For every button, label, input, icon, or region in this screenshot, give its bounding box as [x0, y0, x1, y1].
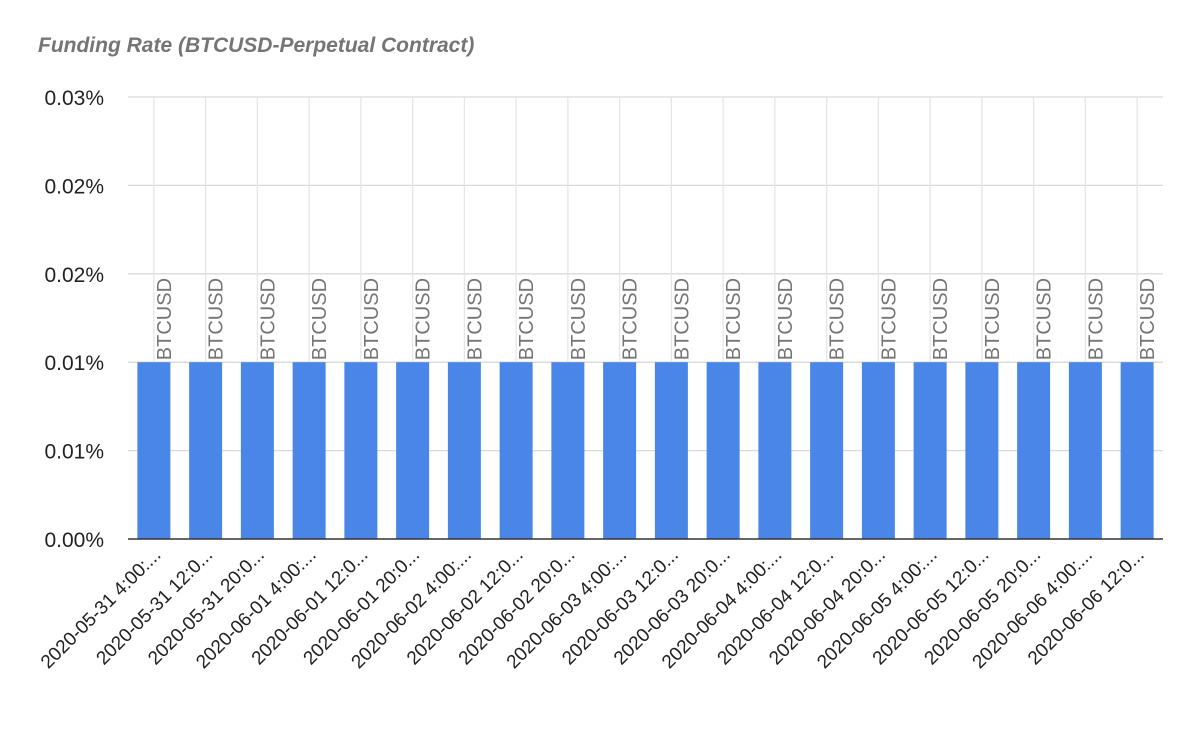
data-label: BTCUSD: [775, 278, 797, 360]
data-label: BTCUSD: [878, 278, 900, 360]
y-tick-label: 0.02%: [44, 175, 104, 198]
bar: [706, 362, 740, 539]
bar: [603, 362, 637, 539]
data-label: BTCUSD: [723, 278, 745, 360]
bar: [499, 362, 533, 539]
bar: [965, 362, 999, 539]
bar: [551, 362, 585, 539]
data-label: BTCUSD: [982, 278, 1004, 360]
bar: [292, 362, 326, 539]
bar: [654, 362, 688, 539]
y-tick-label: 0.01%: [44, 352, 104, 375]
data-label: BTCUSD: [568, 278, 590, 360]
data-label: BTCUSD: [827, 278, 849, 360]
data-label: BTCUSD: [620, 278, 642, 360]
bars: [137, 362, 1154, 539]
bar: [1120, 362, 1154, 539]
bar: [758, 362, 792, 539]
bar: [1017, 362, 1051, 539]
data-label: BTCUSD: [671, 278, 693, 360]
data-label: BTCUSD: [361, 278, 383, 360]
y-tick-label: 0.02%: [44, 264, 104, 287]
data-label: BTCUSD: [516, 278, 538, 360]
bar: [396, 362, 430, 539]
data-label: BTCUSD: [257, 278, 279, 360]
data-label: BTCUSD: [464, 278, 486, 360]
bar: [447, 362, 481, 539]
data-label: BTCUSD: [1085, 278, 1107, 360]
data-label: BTCUSD: [309, 278, 331, 360]
y-tick-label: 0.03%: [44, 87, 104, 110]
bar: [913, 362, 947, 539]
data-label: BTCUSD: [1137, 278, 1159, 360]
data-label: BTCUSD: [206, 278, 228, 360]
bar: [810, 362, 844, 539]
bar: [1068, 362, 1102, 539]
bar: [344, 362, 378, 539]
y-tick-label: 0.00%: [44, 529, 104, 552]
bar: [240, 362, 274, 539]
y-tick-label: 0.01%: [44, 441, 104, 464]
data-label: BTCUSD: [413, 278, 435, 360]
bar: [137, 362, 171, 539]
data-label: BTCUSD: [154, 278, 176, 360]
bar: [189, 362, 223, 539]
chart-title: Funding Rate (BTCUSD-Perpetual Contract): [38, 34, 475, 57]
data-labels: BTCUSD BTCUSD BTCUSD BTCUSD BTCUSD BTCUSD BTCU…: [154, 278, 1159, 360]
bar: [861, 362, 895, 539]
data-label: BTCUSD: [930, 278, 952, 360]
grid-lines: [128, 96, 1163, 539]
x-axis-tick-labels: 2020-05-31 4:00:...2020-05-31 12:0...202…: [37, 545, 1149, 673]
y-axis-tick-labels: 0.00% 0.01% 0.01% 0.02% 0.02% 0.03%: [44, 87, 104, 552]
data-label: BTCUSD: [1034, 278, 1056, 360]
